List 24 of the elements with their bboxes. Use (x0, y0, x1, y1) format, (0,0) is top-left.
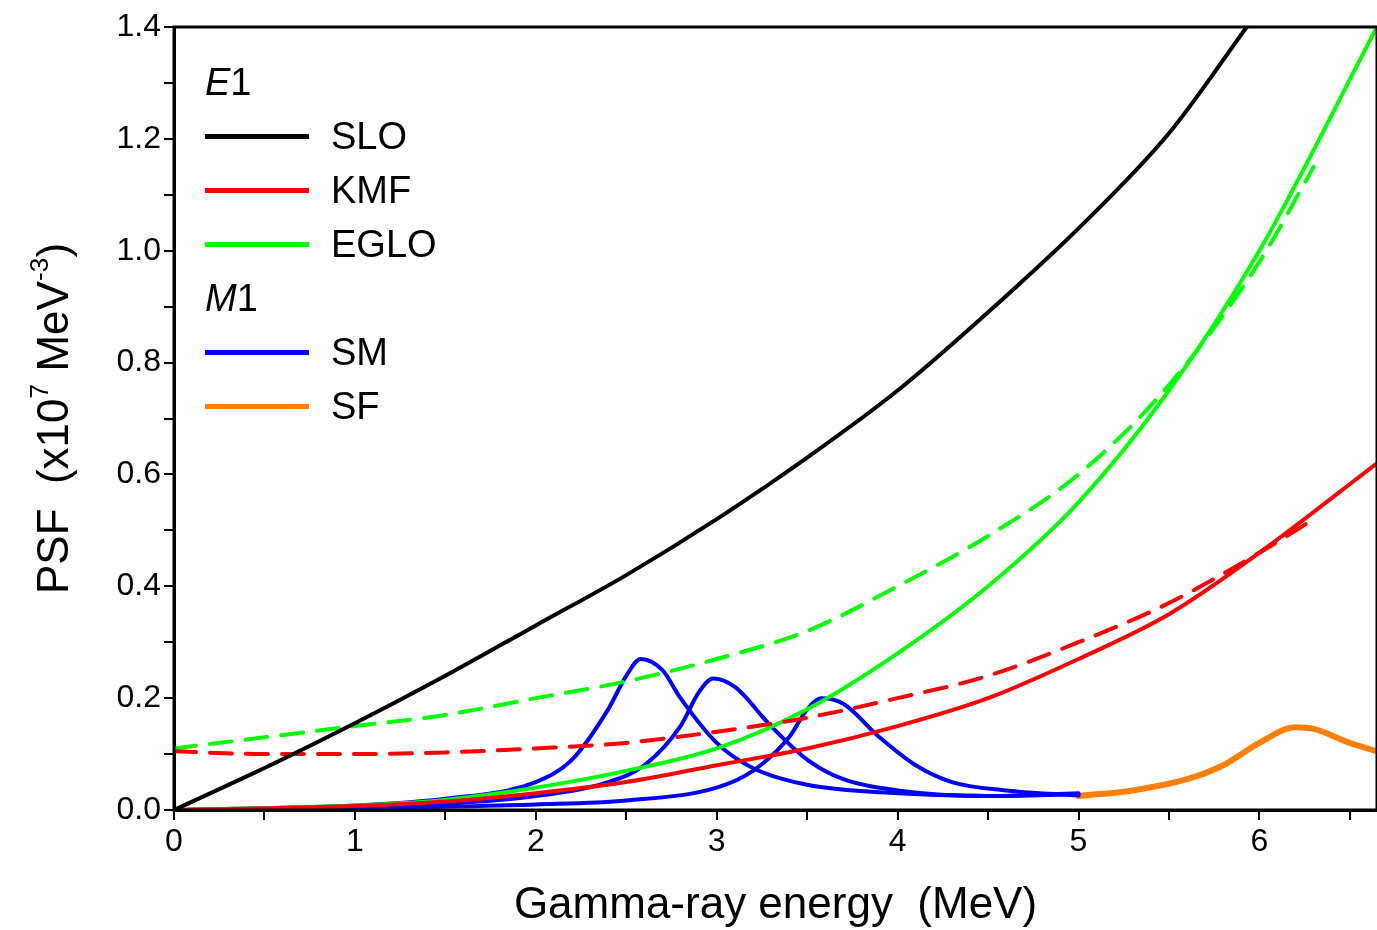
x-tick-label: 2 (526, 822, 545, 859)
legend-label: EGLO (331, 222, 437, 267)
y-tick-label: 0.6 (116, 454, 161, 491)
y-tick-label: 1.0 (116, 230, 161, 267)
annotation: M1 (205, 276, 258, 321)
x-axis-title: Gamma-ray energy (MeV) (513, 878, 1038, 927)
y-tick-label: 0.4 (116, 566, 161, 603)
y-tick-label: 0.0 (116, 789, 161, 826)
y-tick-label: 1.2 (116, 118, 161, 155)
x-tick-label: 6 (1250, 822, 1269, 859)
y-tick-label: 0.2 (116, 677, 161, 714)
y-tick-label: 0.8 (116, 342, 161, 379)
legend-label: KMF (331, 168, 412, 213)
x-tick-label: 3 (707, 822, 726, 859)
y-tick-label: 1.4 (116, 6, 161, 43)
legend-label: SM (331, 330, 388, 375)
annotation: E1 (205, 60, 252, 105)
legend-label: SLO (331, 114, 408, 159)
x-tick-label: 4 (888, 822, 907, 859)
y-axis-title: PSF (x107 MeV-3) (24, 242, 77, 595)
x-tick-label: 5 (1069, 822, 1088, 859)
x-tick-label: 0 (165, 822, 183, 859)
legend-label: SF (331, 384, 380, 429)
x-tick-label: 1 (346, 822, 364, 859)
